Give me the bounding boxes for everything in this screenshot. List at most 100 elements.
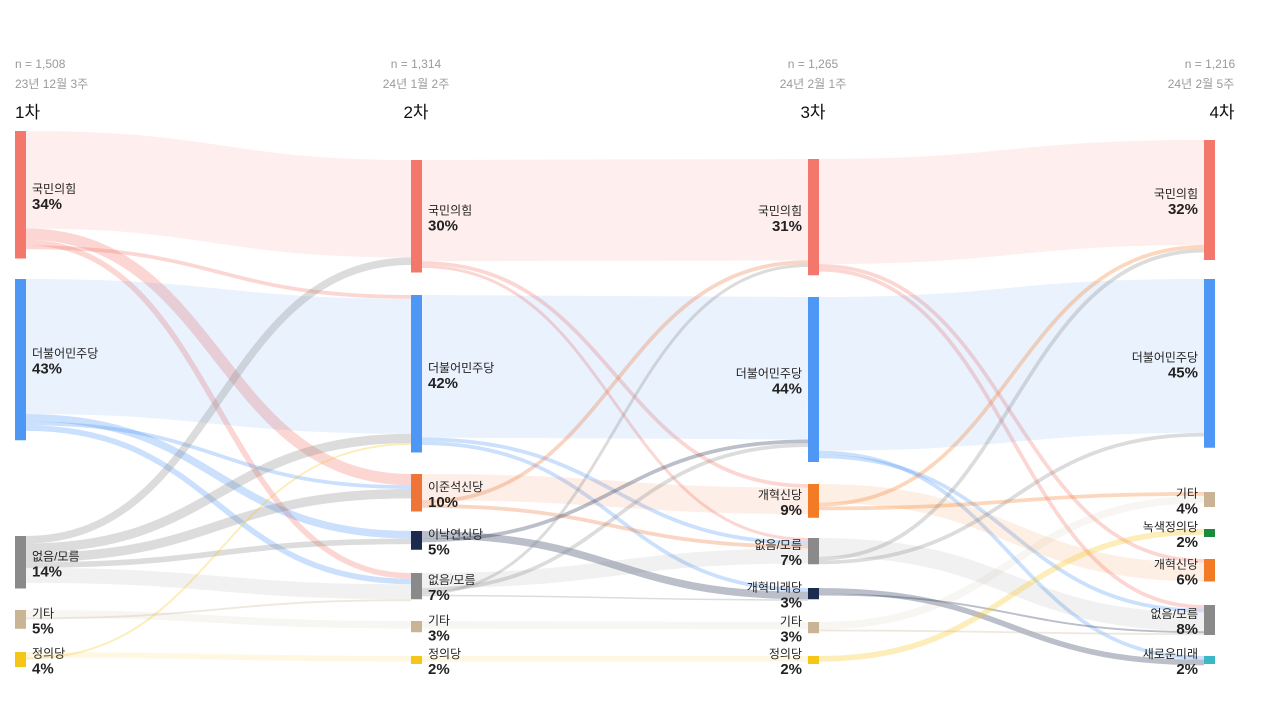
flow-link: [818, 267, 1205, 609]
flow-link: [421, 594, 809, 601]
node-label-name: 없음/모름: [755, 538, 803, 552]
flow-link: [25, 257, 412, 544]
node-label-pct: 34%: [32, 196, 62, 213]
node-label-pct: 7%: [428, 587, 450, 604]
flow-link: [421, 443, 809, 592]
flow-link: [25, 425, 412, 585]
node-label-name: 더불어민주당: [736, 367, 802, 381]
node-labels: 국민의힘34%더불어민주당43%없음/모름14%기타5%정의당4%국민의힘30%…: [32, 182, 1198, 678]
node-justice: [15, 652, 26, 667]
node-label-pct: 10%: [428, 494, 458, 511]
node-label-pct: 9%: [780, 502, 802, 519]
node-label-pct: 7%: [780, 552, 802, 569]
party-nodes: [15, 131, 1215, 667]
node-none: [15, 536, 26, 589]
node-label-pct: 3%: [780, 595, 802, 612]
flow-link: [25, 538, 412, 568]
node-green: [1204, 529, 1215, 537]
flow-link: [421, 531, 809, 600]
flow-link: [25, 239, 412, 579]
flow-link: [818, 140, 1205, 264]
flow-link: [818, 529, 1205, 662]
node-label-pct: 8%: [1176, 621, 1198, 638]
flow-link: [421, 265, 809, 541]
node-label-pct: 3%: [428, 628, 450, 645]
wave-label: 3차: [800, 103, 825, 122]
node-label-pct: 2%: [780, 661, 802, 678]
node-label-pct: 4%: [32, 661, 54, 678]
node-none: [1204, 605, 1215, 635]
node-label-name: 국민의힘: [1154, 187, 1198, 201]
node-justice: [808, 656, 819, 664]
node-etc: [1204, 492, 1215, 507]
flow-link: [25, 652, 412, 662]
node-label-pct: 45%: [1168, 364, 1198, 381]
flow-link: [818, 629, 1205, 636]
node-label-name: 기타: [428, 614, 450, 628]
node-label-pct: 43%: [32, 361, 62, 378]
flow-link: [25, 443, 412, 660]
flow-link: [25, 599, 412, 620]
flow-link: [421, 295, 809, 440]
node-label-name: 더불어민주당: [1132, 350, 1198, 364]
flow-link: [25, 228, 412, 486]
node-reform: [808, 484, 819, 518]
flow-link: [25, 414, 412, 539]
flow-link: [421, 621, 809, 630]
node-label-name: 정의당: [428, 647, 461, 661]
survey-date: 24년 2월 5주: [1168, 77, 1234, 91]
node-label-pct: 2%: [1176, 534, 1198, 551]
node-dem: [1204, 279, 1215, 448]
node-label-name: 개혁신당: [1154, 557, 1198, 571]
wave-label: 2차: [403, 103, 428, 122]
node-newfuture: [1204, 656, 1215, 664]
node-ppp: [808, 159, 819, 276]
node-ljs: [411, 474, 422, 512]
node-label-name: 국민의힘: [32, 182, 76, 196]
node-label-name: 없음/모름: [32, 549, 80, 563]
flow-link: [421, 159, 809, 262]
node-label-name: 정의당: [769, 647, 802, 661]
node-label-name: 더불어민주당: [32, 347, 98, 361]
node-label-name: 이낙연신당: [428, 527, 483, 541]
node-label-name: 녹색정의당: [1143, 520, 1198, 534]
node-label-name: 기타: [1176, 487, 1198, 501]
flow-link: [421, 441, 809, 592]
node-ppp: [411, 160, 422, 273]
node-lny: [411, 531, 422, 550]
flow-link: [421, 264, 809, 595]
node-dem: [808, 297, 819, 462]
flow-link: [421, 474, 809, 514]
node-label-name: 기타: [32, 606, 54, 620]
node-label-name: 기타: [780, 615, 802, 629]
flow-link: [421, 439, 809, 543]
node-ppp: [1204, 140, 1215, 260]
node-label-name: 없음/모름: [428, 573, 476, 587]
node-label-pct: 2%: [428, 661, 450, 678]
flow-link: [25, 489, 412, 563]
node-label-name: 국민의힘: [758, 204, 802, 218]
flow-link: [421, 261, 809, 488]
node-label-name: 이준석신당: [428, 480, 483, 494]
node-label-pct: 6%: [1176, 571, 1198, 588]
flow-link: [818, 279, 1205, 451]
node-dem: [411, 295, 422, 453]
node-label-pct: 4%: [1176, 501, 1198, 518]
flow-link: [818, 454, 1205, 613]
node-etc: [15, 610, 26, 629]
node-label-pct: 5%: [32, 620, 54, 637]
flow-link: [818, 432, 1205, 565]
sample-size: n = 1,265: [788, 57, 839, 71]
node-label-name: 개혁신당: [758, 488, 802, 502]
flow-link: [818, 492, 1205, 511]
survey-date: 24년 1월 2주: [383, 77, 449, 91]
node-label-pct: 30%: [428, 217, 458, 234]
flow-link: [818, 495, 1205, 630]
survey-date: 24년 2월 1주: [780, 77, 846, 91]
flow-link: [25, 279, 412, 434]
node-label-pct: 2%: [1176, 661, 1198, 678]
sample-size: n = 1,508: [15, 57, 66, 71]
node-label-name: 국민의힘: [428, 203, 472, 217]
node-label-name: 정의당: [32, 647, 65, 661]
